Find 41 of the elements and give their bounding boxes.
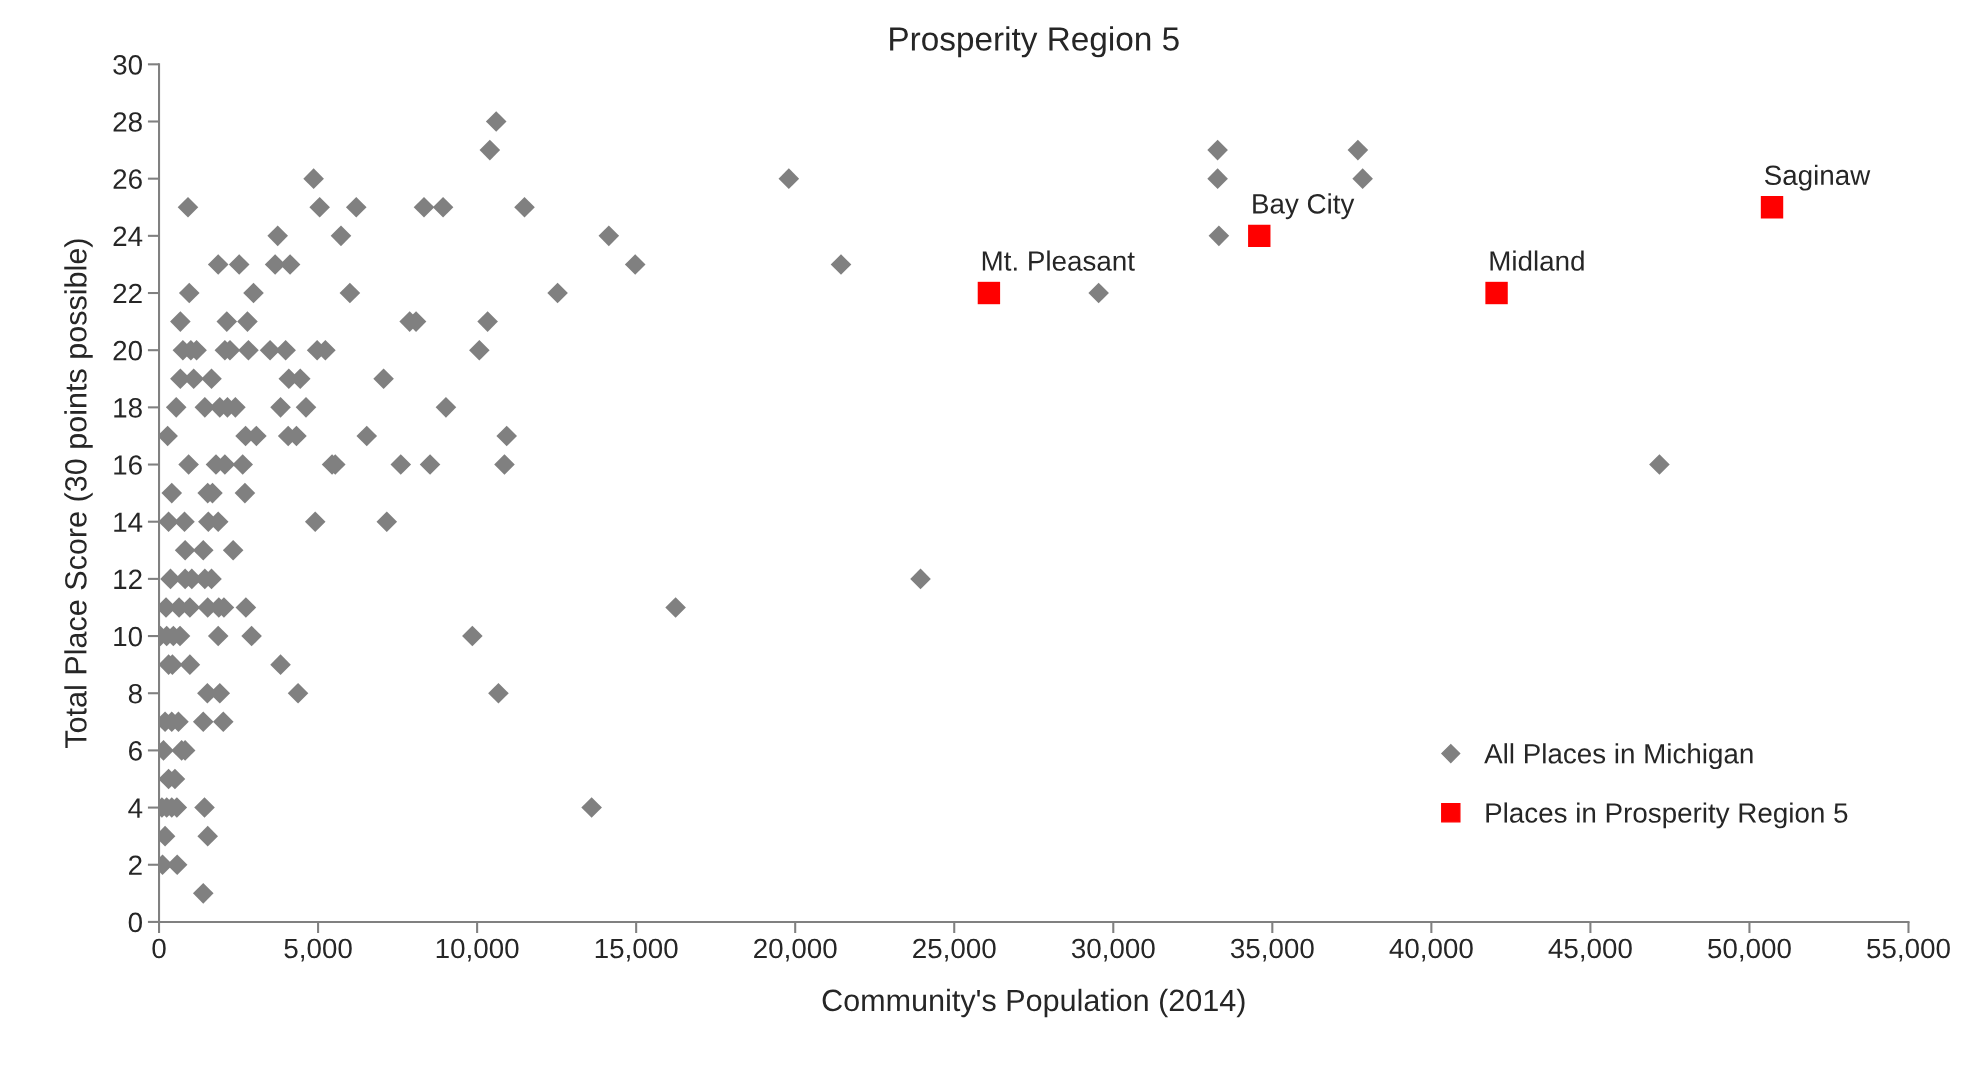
annotation: Bay City [1253, 193, 1355, 220]
annotation: Midland [1490, 250, 1584, 271]
y-tick-label: 30 [113, 54, 142, 75]
x-tick-label: 5,000 [284, 938, 352, 962]
x-tick-label: 10,000 [436, 938, 519, 962]
x-tick-label: 15,000 [595, 938, 678, 962]
annotation: Saginaw [1764, 164, 1871, 191]
y-tick-label: 12 [114, 569, 142, 589]
point [1760, 196, 1784, 219]
y-tick-label: 6 [129, 741, 142, 761]
y-tick-label: 2 [129, 855, 142, 875]
x-tick-label: 40,000 [1389, 938, 1473, 962]
legend-label: Places in Prosperity Region 5 [1486, 802, 1848, 829]
y-tick-label: 28 [113, 112, 142, 132]
x-tick-label: 35,000 [1230, 938, 1314, 962]
y-tick-label: 24 [113, 226, 143, 246]
x-tick-label: 25,000 [913, 938, 996, 962]
x-tick-label: 45,000 [1548, 938, 1632, 962]
x-tick-label: 30,000 [1071, 938, 1155, 962]
annotation: Mt. Pleasant [982, 250, 1135, 271]
y-tick-label: 16 [114, 455, 142, 475]
point [1248, 224, 1271, 248]
y-tick-label: 0 [128, 912, 142, 933]
legend-label: All Places in Michigan [1484, 743, 1753, 770]
point [1485, 281, 1508, 305]
x-tick-label: 20,000 [754, 938, 837, 962]
y-tick-label: 4 [128, 798, 143, 818]
y-tick-label: 22 [113, 283, 142, 304]
y-tick-label: 26 [113, 169, 142, 190]
x-tick-label: 55,000 [1867, 938, 1950, 962]
y-tick-label: 14 [114, 512, 143, 532]
point [977, 281, 1001, 305]
x-tick-label: 0 [152, 938, 166, 959]
x-tick-label: 50,000 [1708, 938, 1791, 962]
y-tick-label: 10 [114, 626, 142, 647]
y-tick-label: 8 [128, 683, 142, 704]
y-tick-label: 18 [114, 398, 142, 418]
chart-title: Prosperity Region 5 [890, 26, 1179, 58]
y-tick-label: 20 [113, 340, 142, 361]
y-axis-title: Total Place Score (30 points possible) [64, 239, 93, 749]
x-axis-title: Community's Population (2014) [822, 988, 1245, 1018]
